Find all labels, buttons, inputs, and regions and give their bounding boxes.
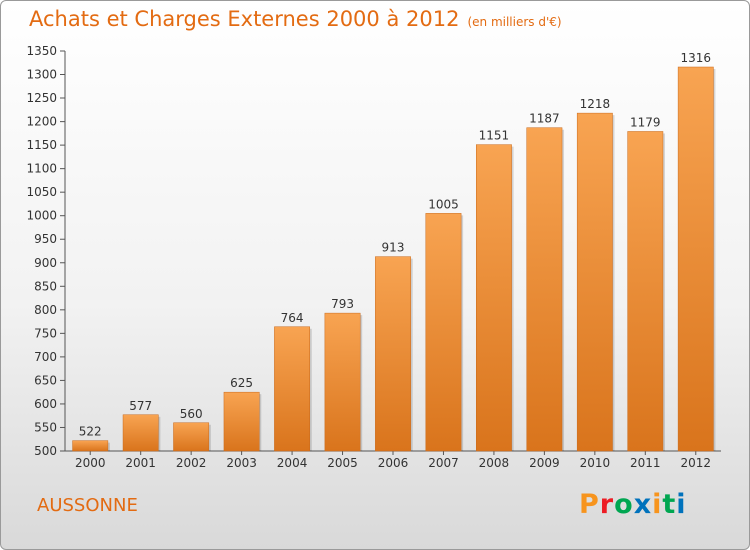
bar [476, 144, 512, 452]
bar-value-label: 625 [230, 376, 253, 390]
y-tick-label: 550 [34, 420, 57, 434]
bar-value-label: 577 [129, 399, 152, 413]
y-tick-label: 900 [34, 256, 57, 270]
y-tick-label: 700 [34, 350, 57, 364]
bar [627, 131, 664, 452]
bars [72, 66, 716, 452]
x-tick-label: 2000 [75, 456, 106, 470]
y-tick-label: 800 [34, 303, 57, 317]
proxiti-logo[interactable]: Proxiti [579, 489, 687, 520]
axes: 500 550 600 650 700 750 800 850 900 950 1000 1050 11… [26, 44, 721, 470]
bar-value-label: 560 [180, 407, 203, 421]
bar [173, 422, 210, 452]
bar-value-label: 1316 [680, 51, 711, 65]
x-tick-label: 2008 [479, 456, 510, 470]
bar [526, 127, 563, 452]
x-tick-label: 2005 [327, 456, 358, 470]
x-tick-label: 2006 [378, 456, 409, 470]
x-tick-label: 2002 [176, 456, 207, 470]
chart-title: Achats et Charges Externes 2000 à 2012 (e… [29, 7, 562, 31]
y-tick-label: 750 [34, 326, 57, 340]
x-tick-label: 2007 [428, 456, 459, 470]
logo-letter: o [614, 489, 634, 520]
y-tick-label: 1050 [26, 185, 57, 199]
bar-value-label: 1187 [529, 112, 560, 126]
bar [324, 312, 361, 452]
y-tick-label: 850 [34, 279, 57, 293]
logo-letter: i [676, 489, 687, 520]
bar-value-label: 1151 [479, 129, 510, 143]
commune-name: AUSSONNE [37, 495, 138, 516]
x-tick-label: 2004 [277, 456, 308, 470]
bar-value-label: 913 [382, 241, 405, 255]
x-tick-label: 2010 [580, 456, 611, 470]
x-tick-label: 2009 [529, 456, 560, 470]
value-labels: 522 577 560 625 764 793 913 1005 1151 1187 1218 117… [79, 51, 711, 439]
y-tick-label: 1200 [26, 115, 57, 129]
x-tick-label: 2003 [226, 456, 257, 470]
x-tick-label: 2011 [630, 456, 661, 470]
bar-value-label: 1005 [428, 197, 459, 211]
logo-letter: t [662, 489, 677, 520]
bar [425, 213, 462, 452]
bar [223, 391, 260, 452]
y-tick-label: 600 [34, 397, 57, 411]
y-tick-label: 1300 [26, 68, 57, 82]
y-tick-label: 1000 [26, 209, 57, 223]
logo-letter: r [599, 489, 615, 520]
y-tick-label: 1250 [26, 91, 57, 105]
logo-letter: P [579, 489, 600, 520]
y-tick-label: 1100 [26, 162, 57, 176]
x-tick-label: 2012 [680, 456, 711, 470]
logo-letter: i [652, 489, 663, 520]
bar [274, 326, 310, 452]
bar [375, 256, 411, 452]
bar [72, 440, 109, 452]
bar-value-label: 1179 [630, 115, 661, 129]
bar-value-label: 793 [331, 297, 354, 311]
bar-value-label: 1218 [580, 97, 611, 111]
bar-value-label: 764 [281, 311, 304, 325]
bar [677, 66, 714, 452]
bar [576, 112, 613, 452]
y-tick-label: 500 [34, 444, 57, 458]
y-tick-label: 650 [34, 373, 57, 387]
y-tick-label: 1350 [26, 44, 57, 58]
bar-value-label: 522 [79, 425, 102, 439]
x-tick-label: 2001 [125, 456, 156, 470]
y-tick-label: 1150 [26, 138, 57, 152]
bar [122, 414, 159, 452]
chart-subtitle: (en milliers d'€) [467, 15, 562, 29]
y-tick-label: 950 [34, 232, 57, 246]
logo-letter: x [633, 489, 653, 520]
